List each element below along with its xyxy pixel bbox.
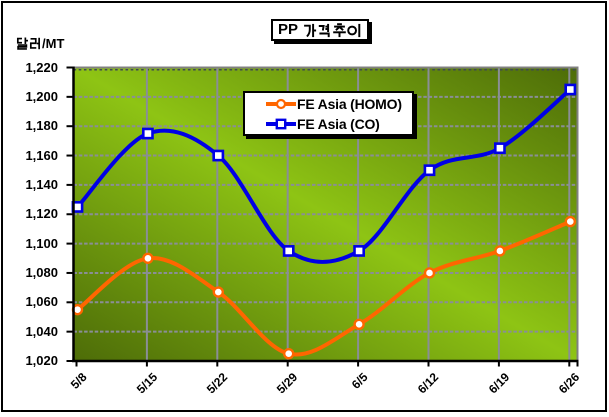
legend-entry-co[interactable]: FE Asia (CO) xyxy=(245,114,412,134)
legend-sample-svg xyxy=(266,98,296,110)
marker-homo[interactable] xyxy=(564,215,576,228)
legend[interactable]: FE Asia (HOMO) FE Asia (CO) xyxy=(243,91,414,136)
marker-co[interactable] xyxy=(142,127,154,140)
y-tick-label: 1,220 xyxy=(25,59,58,75)
y-tick-label: 1,120 xyxy=(25,206,58,222)
legend-key-square-icon xyxy=(266,114,296,134)
hangul-stroke xyxy=(319,32,330,37)
hangul-glyph xyxy=(16,37,28,50)
legend-key-circle-icon xyxy=(266,94,296,114)
hangul-glyph xyxy=(333,22,346,37)
y-tick-label: 1,040 xyxy=(25,323,58,339)
marker-co[interactable] xyxy=(282,245,295,257)
marker-co[interactable] xyxy=(212,149,225,162)
hangul-stroke xyxy=(16,37,22,44)
y-tick-label: 1,080 xyxy=(25,264,58,280)
marker-homo[interactable] xyxy=(353,318,365,331)
y-tick-label: 1,140 xyxy=(25,176,58,192)
text-run: PP xyxy=(278,21,302,38)
legend-label: FE Asia (HOMO) xyxy=(297,96,402,112)
legend-marker xyxy=(275,118,287,130)
hangul-stroke xyxy=(347,25,357,35)
marker-homo[interactable] xyxy=(494,245,506,257)
chart-title-box[interactable]: PP xyxy=(271,19,369,41)
hangul-stroke xyxy=(318,24,325,31)
hangul-stroke xyxy=(17,44,28,50)
marker-homo[interactable] xyxy=(423,267,436,279)
marker-co[interactable] xyxy=(493,142,506,155)
marker-co[interactable] xyxy=(423,164,436,177)
hangul-stroke xyxy=(304,24,311,37)
y-tick-label: 1,060 xyxy=(25,294,58,310)
y-tick-label: 1,100 xyxy=(25,235,58,251)
y-tick-label: 1,020 xyxy=(25,353,58,368)
y-axis-unit-label: /MT xyxy=(16,36,64,51)
legend-entry-homo[interactable]: FE Asia (HOMO) xyxy=(245,94,412,114)
text-run: /MT xyxy=(42,36,65,51)
legend-sample-svg xyxy=(266,118,296,130)
marker-homo[interactable] xyxy=(212,286,225,298)
hangul-glyph xyxy=(304,23,317,37)
marker-co[interactable] xyxy=(564,83,577,96)
hangul-glyph xyxy=(318,23,330,37)
hangul-stroke xyxy=(338,25,344,31)
y-tick-label: 1,200 xyxy=(25,88,58,104)
y-tick-label: 1,160 xyxy=(25,147,58,163)
marker-homo[interactable] xyxy=(283,347,295,360)
hangul-stroke xyxy=(29,37,37,49)
hangul-glyph xyxy=(347,23,361,37)
marker-homo[interactable] xyxy=(142,252,154,264)
legend-marker xyxy=(275,98,287,110)
hangul-glyph xyxy=(29,37,40,50)
hangul-stroke xyxy=(335,25,341,31)
y-tick-label: 1,180 xyxy=(25,118,58,134)
legend-label: FE Asia (CO) xyxy=(297,116,380,132)
marker-co[interactable] xyxy=(353,245,365,257)
